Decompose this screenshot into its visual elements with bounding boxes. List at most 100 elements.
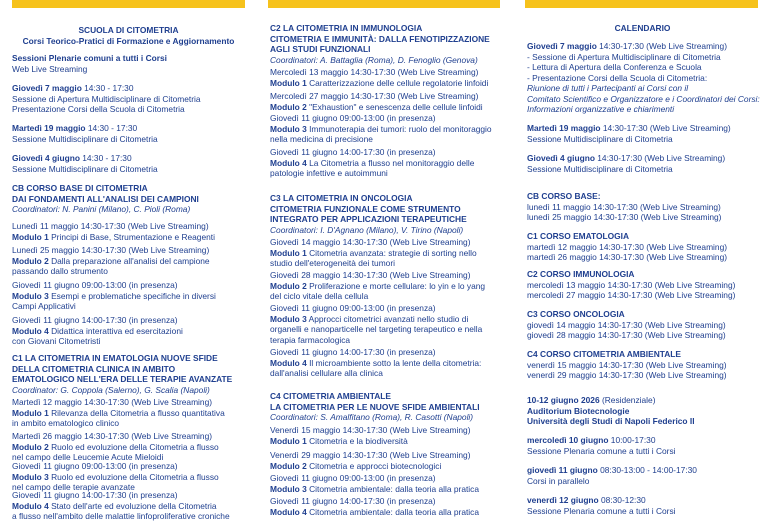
text-line: CITOMETRIA FUNZIONALE COME STRUMENTO — [270, 204, 502, 215]
block: Giovedì 7 maggio 14:30-17:30 (Web Live S… — [527, 41, 760, 115]
text-line: EMATOLOGICO NELL'ERA DELLE TERAPIE AVANZ… — [12, 374, 245, 385]
bold-text: Modulo 2 — [270, 101, 307, 112]
text-line: nella medicina di precisione — [270, 134, 502, 145]
bold-text: Modulo 4 — [12, 325, 49, 336]
column-bar — [268, 0, 500, 8]
text-line: Sessione Multidisciplinare di Citometria — [12, 134, 245, 145]
text: giovedì 14 maggio 14:30-17:30 (Web Live … — [527, 319, 726, 330]
text-line: Modulo 3 Esempi e problematiche specific… — [12, 291, 245, 302]
text: Sessione Multidisciplinare di Citometria — [12, 163, 158, 174]
bold-text: C2 CORSO IMMUNOLOGIA — [527, 269, 635, 279]
text-line: Coordinatori: S. Amalfitano (Roma), R. C… — [270, 412, 502, 423]
text: Martedì 26 maggio 14:30-17:30 (Web Live … — [12, 431, 213, 441]
block: Giovedì 11 giugno 09:00-13:00 (in presen… — [270, 113, 502, 145]
text-line: organelli e nanoparticelle nel targeting… — [270, 324, 502, 335]
text: Mercoledì 13 maggio 14:30-17:30 (Web Liv… — [270, 67, 479, 77]
block: Giovedì 11 giugno 14:00-17:30 (in presen… — [270, 347, 502, 379]
text: venerdì 29 maggio 14:30-17:30 (Web Live … — [527, 370, 727, 380]
text-line: Giovedì 11 giugno 09:00-13:00 (in presen… — [270, 303, 502, 314]
italic-text: Riunione di tutti i Partecipanti ai Cors… — [527, 83, 689, 93]
text: del ciclo vitale della cellula — [270, 291, 369, 301]
italic-text: Coordinatori: N. Panini (Milano), C. Pio… — [12, 204, 191, 214]
text-line: Martedì 26 maggio 14:30-17:30 (Web Live … — [12, 431, 245, 442]
block: Venerdì 29 maggio 14:30-17:30 (Web Live … — [270, 450, 502, 471]
text-line: Corsi Teorico-Pratici di Formazione e Ag… — [12, 36, 245, 47]
bold-text: Modulo 1 — [12, 407, 49, 418]
text: Martedì 12 maggio 14:30-17:30 (Web Live … — [12, 397, 213, 407]
text: martedì 12 maggio 14:30-17:30 (Web Live … — [527, 241, 728, 252]
text: Web Live Streaming — [12, 63, 88, 74]
text: giovedì 28 maggio 14:30-17:30 (Web Live … — [527, 330, 726, 340]
bold-text: Modulo 2 — [270, 460, 307, 471]
text-line: Modulo 1 Citometria avanzata: strategie … — [270, 248, 502, 259]
text-line: C3 LA CITOMETRIA IN ONCOLOGIA — [270, 193, 502, 204]
text: Proliferazione e morte cellulare: lo yin… — [309, 280, 486, 291]
text: Esempi e problematiche specifiche in div… — [51, 290, 216, 301]
text-line: CB CORSO BASE: — [527, 191, 758, 202]
text-line: giovedì 28 maggio 14:30-17:30 (Web Live … — [527, 330, 758, 341]
block: Mercoledì 13 maggio 14:30-17:30 (Web Liv… — [270, 67, 502, 88]
text-line: Sessioni Plenarie comuni a tutti i Corsi — [12, 53, 245, 64]
text: con Giovani Citometristi — [12, 336, 101, 346]
text: Giovedì 11 giugno 14:00-17:30 (in presen… — [270, 496, 436, 506]
block: Giovedì 11 giugno 14:00-17:30 (in presen… — [270, 496, 502, 517]
text-line: C4 CITOMETRIA AMBIENTALE — [270, 391, 502, 402]
text-line: venerdì 29 maggio 14:30-17:30 (Web Live … — [527, 370, 758, 381]
text-line: Lunedì 25 maggio 14:30-17:30 (Web Live S… — [12, 245, 245, 256]
text: 14:30-17:30 (Web Live Streaming) — [597, 153, 726, 163]
block: Giovedì 4 giugno 14:30-17:30 (Web Live S… — [527, 153, 758, 174]
text: (Residenziale) — [601, 395, 656, 405]
bold-text: Modulo 1 — [12, 231, 49, 242]
text: Venerdì 15 maggio 14:30-17:30 (Web Live … — [270, 425, 471, 435]
text-line: Università degli Studi di Napoli Federic… — [527, 416, 758, 427]
text-line: Martedì 19 maggio 14:30-17:30 (Web Live … — [527, 123, 758, 134]
text-line: dall'analisi cellulare alla clinica — [270, 368, 502, 379]
block: CB CORSO BASE: lunedì 11 maggio 14:30-17:… — [527, 191, 758, 223]
text: Rilevanza della Citometria a flusso quan… — [51, 407, 225, 418]
text: Sessione Multidisciplinare di Citometria — [527, 133, 673, 144]
bold-text: C1 LA CITOMETRIA IN EMATOLOGIA NUOVE SFI… — [12, 353, 218, 363]
text-line: Coordinatori: N. Panini (Milano), C. Pio… — [12, 204, 245, 215]
text-line: Web Live Streaming — [12, 64, 245, 75]
text: Sessione di Apertura Multidisciplinare d… — [12, 93, 201, 104]
bold-text: Modulo 3 — [12, 290, 49, 301]
text-line: mercoledì 13 maggio 14:30-17:30 (Web Liv… — [527, 280, 758, 291]
block: Giovedì 28 maggio 14:30-17:30 (Web Live … — [270, 270, 502, 302]
text-line: Modulo 4 Stato dell'arte ed evoluzione d… — [12, 501, 245, 512]
text-line: Modulo 2 Dalla preparazione all'analisi … — [12, 256, 245, 267]
block: Giovedì 4 giugno 14:30 - 17:30 Sessione M… — [12, 153, 245, 174]
text-line: Giovedì 11 giugno 14:00-17:30 (in presen… — [12, 490, 245, 501]
text: Il microambiente sotto la lente della ci… — [309, 357, 482, 368]
text-line: Giovedì 11 giugno 14:00-17:30 (in presen… — [270, 147, 502, 158]
bold-text: Modulo 3 — [12, 471, 49, 482]
text-line: mercoledì 27 maggio 14:30-17:30 (Web Liv… — [527, 290, 758, 301]
bold-text: Modulo 1 — [270, 247, 307, 258]
block: C4 CORSO CITOMETRIA AMBIENTALE venerdì 15… — [527, 349, 758, 381]
text: 14:30-17:30 (Web Live Streaming) — [599, 41, 728, 51]
text: Campi Applicativi — [12, 301, 76, 311]
text: Sessione Multidisciplinare di Citometria — [527, 163, 673, 174]
text-line: venerdì 12 giugno 08:30-12:30 — [527, 495, 758, 506]
bold-text: C4 CORSO CITOMETRIA AMBIENTALE — [527, 349, 682, 359]
text-line: passando dallo strumento — [12, 266, 245, 277]
block: Lunedì 11 maggio 14:30-17:30 (Web Live S… — [12, 221, 245, 242]
text-line: Giovedì 11 giugno 09:00-13:00 (in presen… — [270, 113, 502, 124]
text-line: Giovedì 11 giugno 14:00-17:30 (in presen… — [270, 496, 502, 507]
text: Sessione Plenaria comune a tutti i Corsi — [527, 505, 676, 516]
text-line: Sessione Plenaria comune a tutti i Corsi — [527, 506, 758, 517]
bold-text: CITOMETRIA E IMMUNITÀ: DALLA FENOTIPIZZA… — [270, 33, 490, 44]
text: Giovedì 11 giugno 14:00-17:30 (in presen… — [12, 490, 178, 500]
block: CALENDARIO — [527, 23, 758, 34]
text: Lunedì 11 maggio 14:30-17:30 (Web Live S… — [12, 221, 209, 231]
text-line: Giovedì 11 giugno 09:00-13:00 (in presen… — [270, 473, 502, 484]
bold-text: SCUOLA DI CITOMETRIA — [78, 25, 179, 35]
bold-text: Modulo 3 — [270, 483, 307, 494]
bold-text: DAI FONDAMENTI ALL'ANALISI DEI CAMPIONI — [12, 193, 199, 204]
text-line: Giovedì 11 giugno 09:00-13:00 (in presen… — [12, 461, 245, 472]
block: Giovedì 11 giugno 14:00-17:30 (in presen… — [270, 147, 502, 179]
text: Giovedì 11 giugno 14:00-17:30 (in presen… — [270, 347, 436, 357]
text-line: Modulo 1 Rilevanza della Citometria a fl… — [12, 408, 245, 419]
text-line: lunedì 11 maggio 14:30-17:30 (Web Live S… — [527, 202, 758, 213]
text-line: Informazioni organizzative e chiarimenti — [527, 104, 758, 115]
bold-text: C3 LA CITOMETRIA IN ONCOLOGIA — [270, 193, 413, 203]
